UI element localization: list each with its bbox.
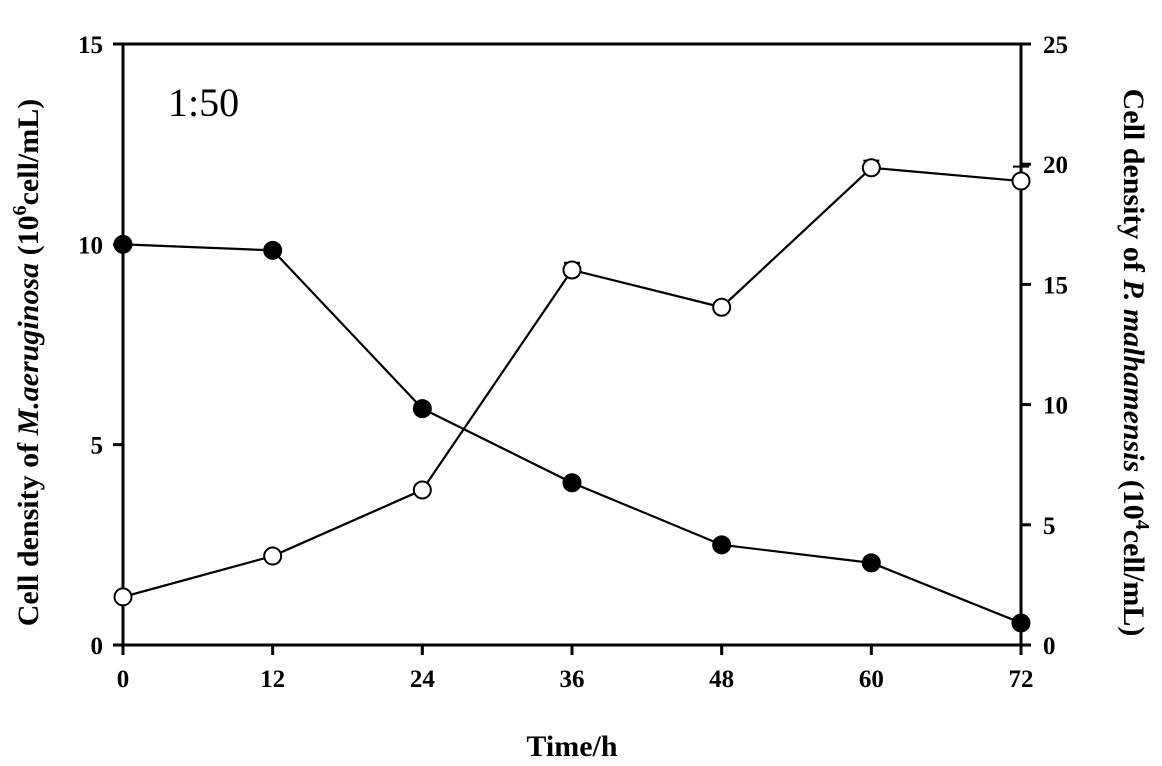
y-left-tick-label: 10 [78,232,103,259]
ratio-annotation: 1:50 [168,80,239,125]
y-right-title-unit-close: cell/mL) [1117,530,1150,637]
y-left-tick-label: 0 [91,633,104,660]
y-left-title-unit-open: (10 [12,215,45,263]
data-point [712,535,732,555]
y-right-tick-label: 0 [1043,633,1056,660]
y-left-title-unit-sup: 6 [9,205,31,215]
x-axis: 0 12 24 36 48 60 72 [117,645,1034,693]
y-right-title-unit-open: (10 [1117,472,1150,520]
x-tick-label: 12 [260,666,285,693]
data-point [113,234,133,254]
y-right-title-species: P. malhamensis [1117,278,1150,472]
y-right-title-prefix: Cell density of [1117,89,1150,280]
y-right-tick-label: 20 [1043,152,1068,179]
data-point [861,553,881,573]
data-point [263,546,283,566]
y-left-title-species: M.aeruginosa [12,263,45,437]
y-left-tick-label: 5 [91,433,104,460]
data-point [861,158,881,178]
y-right-tick-label: 25 [1043,32,1068,59]
y-right-tick-label: 15 [1043,272,1068,299]
y-left-title-prefix: Cell density of [12,435,45,626]
x-tick-label: 60 [859,666,884,693]
x-tick-label: 0 [117,666,130,693]
y-right-title-unit-sup: 4 [1131,520,1153,530]
y-left-title-unit-close: cell/mL) [12,99,45,206]
data-point [412,399,432,419]
data-point [1011,613,1031,633]
series-line [122,243,1022,624]
y-axis-left: 0 5 10 15 [78,32,123,660]
data-point [113,587,133,607]
data-point [1011,171,1031,191]
x-tick-label: 48 [709,666,734,693]
plot-frame [121,42,1023,647]
data-point [562,260,582,280]
series-layer [113,158,1031,633]
x-tick-label: 72 [1009,666,1034,693]
y-left-tick-label: 15 [78,32,103,59]
data-point [412,480,432,500]
data-point [562,473,582,493]
y-axis-right-title: Cell density of P. malhamensis (104cell/… [1117,89,1153,637]
x-tick-label: 36 [560,666,585,693]
y-right-tick-label: 10 [1043,393,1068,420]
x-axis-title: Time/h [526,730,617,763]
y-axis-left-title: Cell density of M.aeruginosa (106cell/mL… [9,99,45,627]
series-1 [113,234,1031,633]
plot-area [121,42,1023,647]
data-point [712,297,732,317]
series-line [122,166,1022,598]
x-tick-label: 24 [410,666,436,693]
data-point [263,240,283,260]
y-axis-right: 0 5 10 15 20 25 [1021,32,1068,660]
y-right-tick-label: 5 [1043,513,1056,540]
series-2 [113,158,1031,607]
